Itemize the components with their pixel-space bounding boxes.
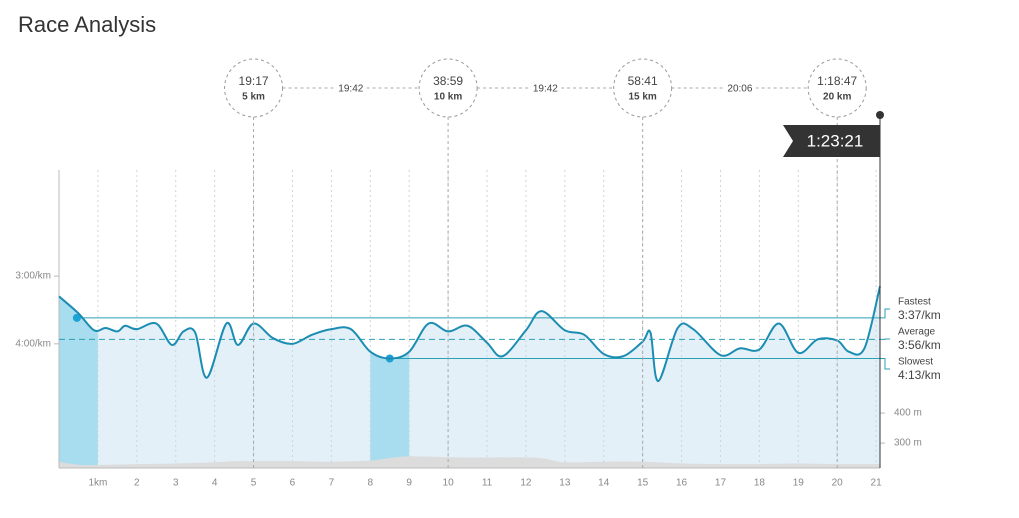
x-tick-label: 21: [871, 478, 883, 489]
segment-time: 20:06: [727, 84, 752, 95]
x-tick-label: 1km: [88, 478, 107, 489]
highlight-band: [59, 296, 98, 468]
x-tick-label: 16: [676, 478, 688, 489]
x-tick-label: 5: [251, 478, 257, 489]
y2-tick-label: 300 m: [894, 438, 922, 449]
split-time: 1:18:47: [817, 74, 857, 88]
x-tick-label: 4: [212, 478, 218, 489]
x-tick-label: 19: [793, 478, 805, 489]
x-tick-label: 6: [290, 478, 296, 489]
legend-name: Slowest: [898, 357, 933, 368]
reference-bracket: [880, 358, 890, 370]
x-tick-label: 20: [832, 478, 844, 489]
segment-time: 19:42: [338, 84, 363, 95]
reference-marker: [72, 313, 81, 322]
x-tick-label: 13: [559, 478, 571, 489]
finish-flag: [783, 125, 880, 157]
x-tick-label: 11: [482, 478, 493, 489]
x-tick-label: 17: [715, 478, 727, 489]
x-tick-label: 14: [598, 478, 610, 489]
highlight-band: [370, 351, 410, 468]
pace-area: [59, 286, 880, 468]
finish-time: 1:23:21: [807, 131, 864, 150]
legend-name: Fastest: [898, 297, 931, 308]
elevation-area: [59, 456, 880, 468]
legend-value: 3:37/km: [898, 308, 941, 322]
x-tick-label: 8: [367, 478, 373, 489]
x-tick-label: 18: [754, 478, 766, 489]
x-tick-label: 3: [173, 478, 179, 489]
split-circle: [224, 58, 284, 118]
split-distance: 5 km: [242, 92, 265, 103]
legend-value: 4:13/km: [898, 368, 941, 382]
reference-bracket: [880, 308, 890, 319]
x-tick-label: 9: [406, 478, 412, 489]
legend-value: 3:56/km: [898, 338, 941, 352]
legend-name: Average: [898, 327, 936, 338]
segment-bg: [334, 81, 367, 95]
x-tick-label: 7: [329, 478, 335, 489]
split-time: 58:41: [628, 74, 658, 88]
x-tick-label: 12: [520, 478, 532, 489]
finish-dot: [876, 111, 884, 119]
split-circle: [807, 58, 867, 118]
y2-tick-label: 400 m: [894, 408, 922, 419]
y-tick-label: 3:00/km: [15, 271, 51, 282]
pace-line: [58, 286, 881, 383]
segment-time: 19:42: [533, 84, 558, 95]
segment-bg: [529, 81, 562, 95]
x-tick-label: 15: [637, 478, 649, 489]
segment-bg: [723, 81, 756, 95]
split-distance: 15 km: [628, 92, 656, 103]
split-time: 38:59: [433, 74, 463, 88]
x-tick-label: 2: [134, 478, 140, 489]
split-distance: 20 km: [823, 92, 851, 103]
chart-title: Race Analysis: [18, 12, 156, 37]
y-tick-label: 4:00/km: [15, 338, 51, 349]
x-tick-label: 10: [443, 478, 455, 489]
split-distance: 10 km: [434, 92, 462, 103]
split-time: 19:17: [239, 74, 269, 88]
